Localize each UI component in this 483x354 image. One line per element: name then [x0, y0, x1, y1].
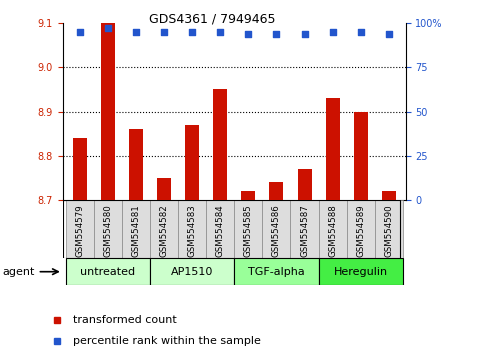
Bar — [185, 125, 199, 200]
Bar — [347, 200, 375, 258]
Text: GSM554585: GSM554585 — [244, 205, 253, 257]
Point — [188, 29, 196, 35]
Bar — [375, 200, 403, 258]
Bar — [157, 178, 171, 200]
Bar — [319, 258, 403, 285]
Bar — [206, 200, 234, 258]
Point — [160, 29, 168, 35]
Point — [216, 29, 224, 35]
Text: GSM554581: GSM554581 — [131, 205, 141, 257]
Text: GSM554584: GSM554584 — [216, 205, 225, 257]
Bar — [382, 191, 396, 200]
Text: Heregulin: Heregulin — [334, 267, 388, 277]
Point — [132, 29, 140, 35]
Bar — [122, 200, 150, 258]
Bar — [72, 138, 86, 200]
Bar — [234, 200, 262, 258]
Bar — [66, 200, 94, 258]
Point — [76, 29, 84, 35]
Text: GSM554588: GSM554588 — [328, 205, 337, 257]
Bar — [290, 200, 319, 258]
Text: transformed count: transformed count — [73, 315, 177, 325]
Point — [300, 31, 308, 36]
Text: GSM554589: GSM554589 — [356, 205, 365, 257]
Bar — [298, 169, 312, 200]
Bar — [178, 200, 206, 258]
Bar — [101, 23, 115, 200]
Bar — [213, 90, 227, 200]
Text: GSM554586: GSM554586 — [272, 205, 281, 257]
Bar — [270, 182, 284, 200]
Text: untreated: untreated — [80, 267, 135, 277]
Text: GSM554590: GSM554590 — [384, 205, 393, 257]
Point — [244, 31, 252, 36]
Bar — [150, 258, 234, 285]
Point — [104, 25, 112, 31]
Bar — [150, 200, 178, 258]
Bar — [354, 112, 368, 200]
Text: GDS4361 / 7949465: GDS4361 / 7949465 — [149, 12, 276, 25]
Text: GSM554582: GSM554582 — [159, 205, 169, 257]
Bar — [262, 200, 290, 258]
Text: TGF-alpha: TGF-alpha — [248, 267, 305, 277]
Bar — [129, 129, 143, 200]
Point — [385, 31, 393, 36]
Text: percentile rank within the sample: percentile rank within the sample — [73, 336, 261, 346]
Bar — [66, 258, 150, 285]
Text: AP1510: AP1510 — [171, 267, 213, 277]
Point — [272, 31, 280, 36]
Text: GSM554583: GSM554583 — [187, 205, 197, 257]
Bar — [234, 258, 319, 285]
Bar — [242, 191, 256, 200]
Bar — [326, 98, 340, 200]
Text: agent: agent — [2, 267, 35, 276]
Bar — [319, 200, 347, 258]
Text: GSM554579: GSM554579 — [75, 205, 84, 257]
Text: GSM554587: GSM554587 — [300, 205, 309, 257]
Text: GSM554580: GSM554580 — [103, 205, 112, 257]
Point — [329, 29, 337, 35]
Bar — [94, 200, 122, 258]
Point — [357, 29, 365, 35]
